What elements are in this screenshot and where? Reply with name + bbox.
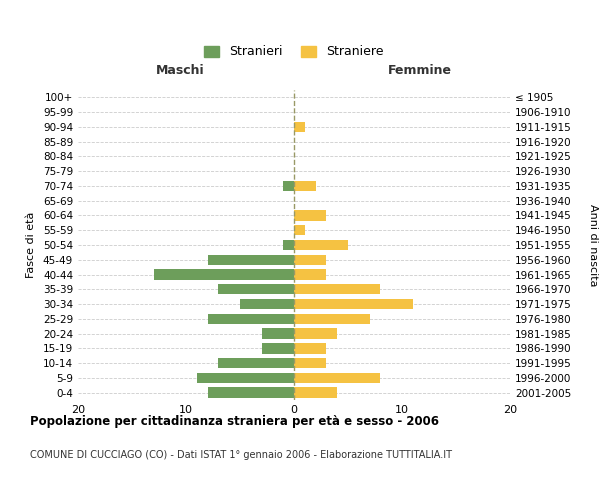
Text: COMUNE DI CUCCIAGO (CO) - Dati ISTAT 1° gennaio 2006 - Elaborazione TUTTITALIA.I: COMUNE DI CUCCIAGO (CO) - Dati ISTAT 1° … [30,450,452,460]
Bar [294,328,337,338]
Bar [240,299,294,309]
Bar [294,270,326,280]
Bar [218,358,294,368]
Bar [294,284,380,294]
Bar [294,314,370,324]
Bar [294,254,326,265]
Bar [294,181,316,191]
Bar [154,270,294,280]
Bar [294,225,305,235]
Bar [294,372,380,383]
Bar [283,181,294,191]
Text: Maschi: Maschi [155,64,205,78]
Bar [294,388,337,398]
Y-axis label: Anni di nascita: Anni di nascita [588,204,598,286]
Text: Femmine: Femmine [388,64,452,78]
Bar [208,388,294,398]
Bar [197,372,294,383]
Bar [262,328,294,338]
Bar [294,358,326,368]
Bar [208,314,294,324]
Bar [283,240,294,250]
Y-axis label: Fasce di età: Fasce di età [26,212,36,278]
Bar [294,299,413,309]
Text: Popolazione per cittadinanza straniera per età e sesso - 2006: Popolazione per cittadinanza straniera p… [30,415,439,428]
Bar [294,210,326,220]
Bar [294,122,305,132]
Legend: Stranieri, Straniere: Stranieri, Straniere [199,40,389,64]
Bar [294,343,326,353]
Bar [218,284,294,294]
Bar [208,254,294,265]
Bar [262,343,294,353]
Bar [294,240,348,250]
